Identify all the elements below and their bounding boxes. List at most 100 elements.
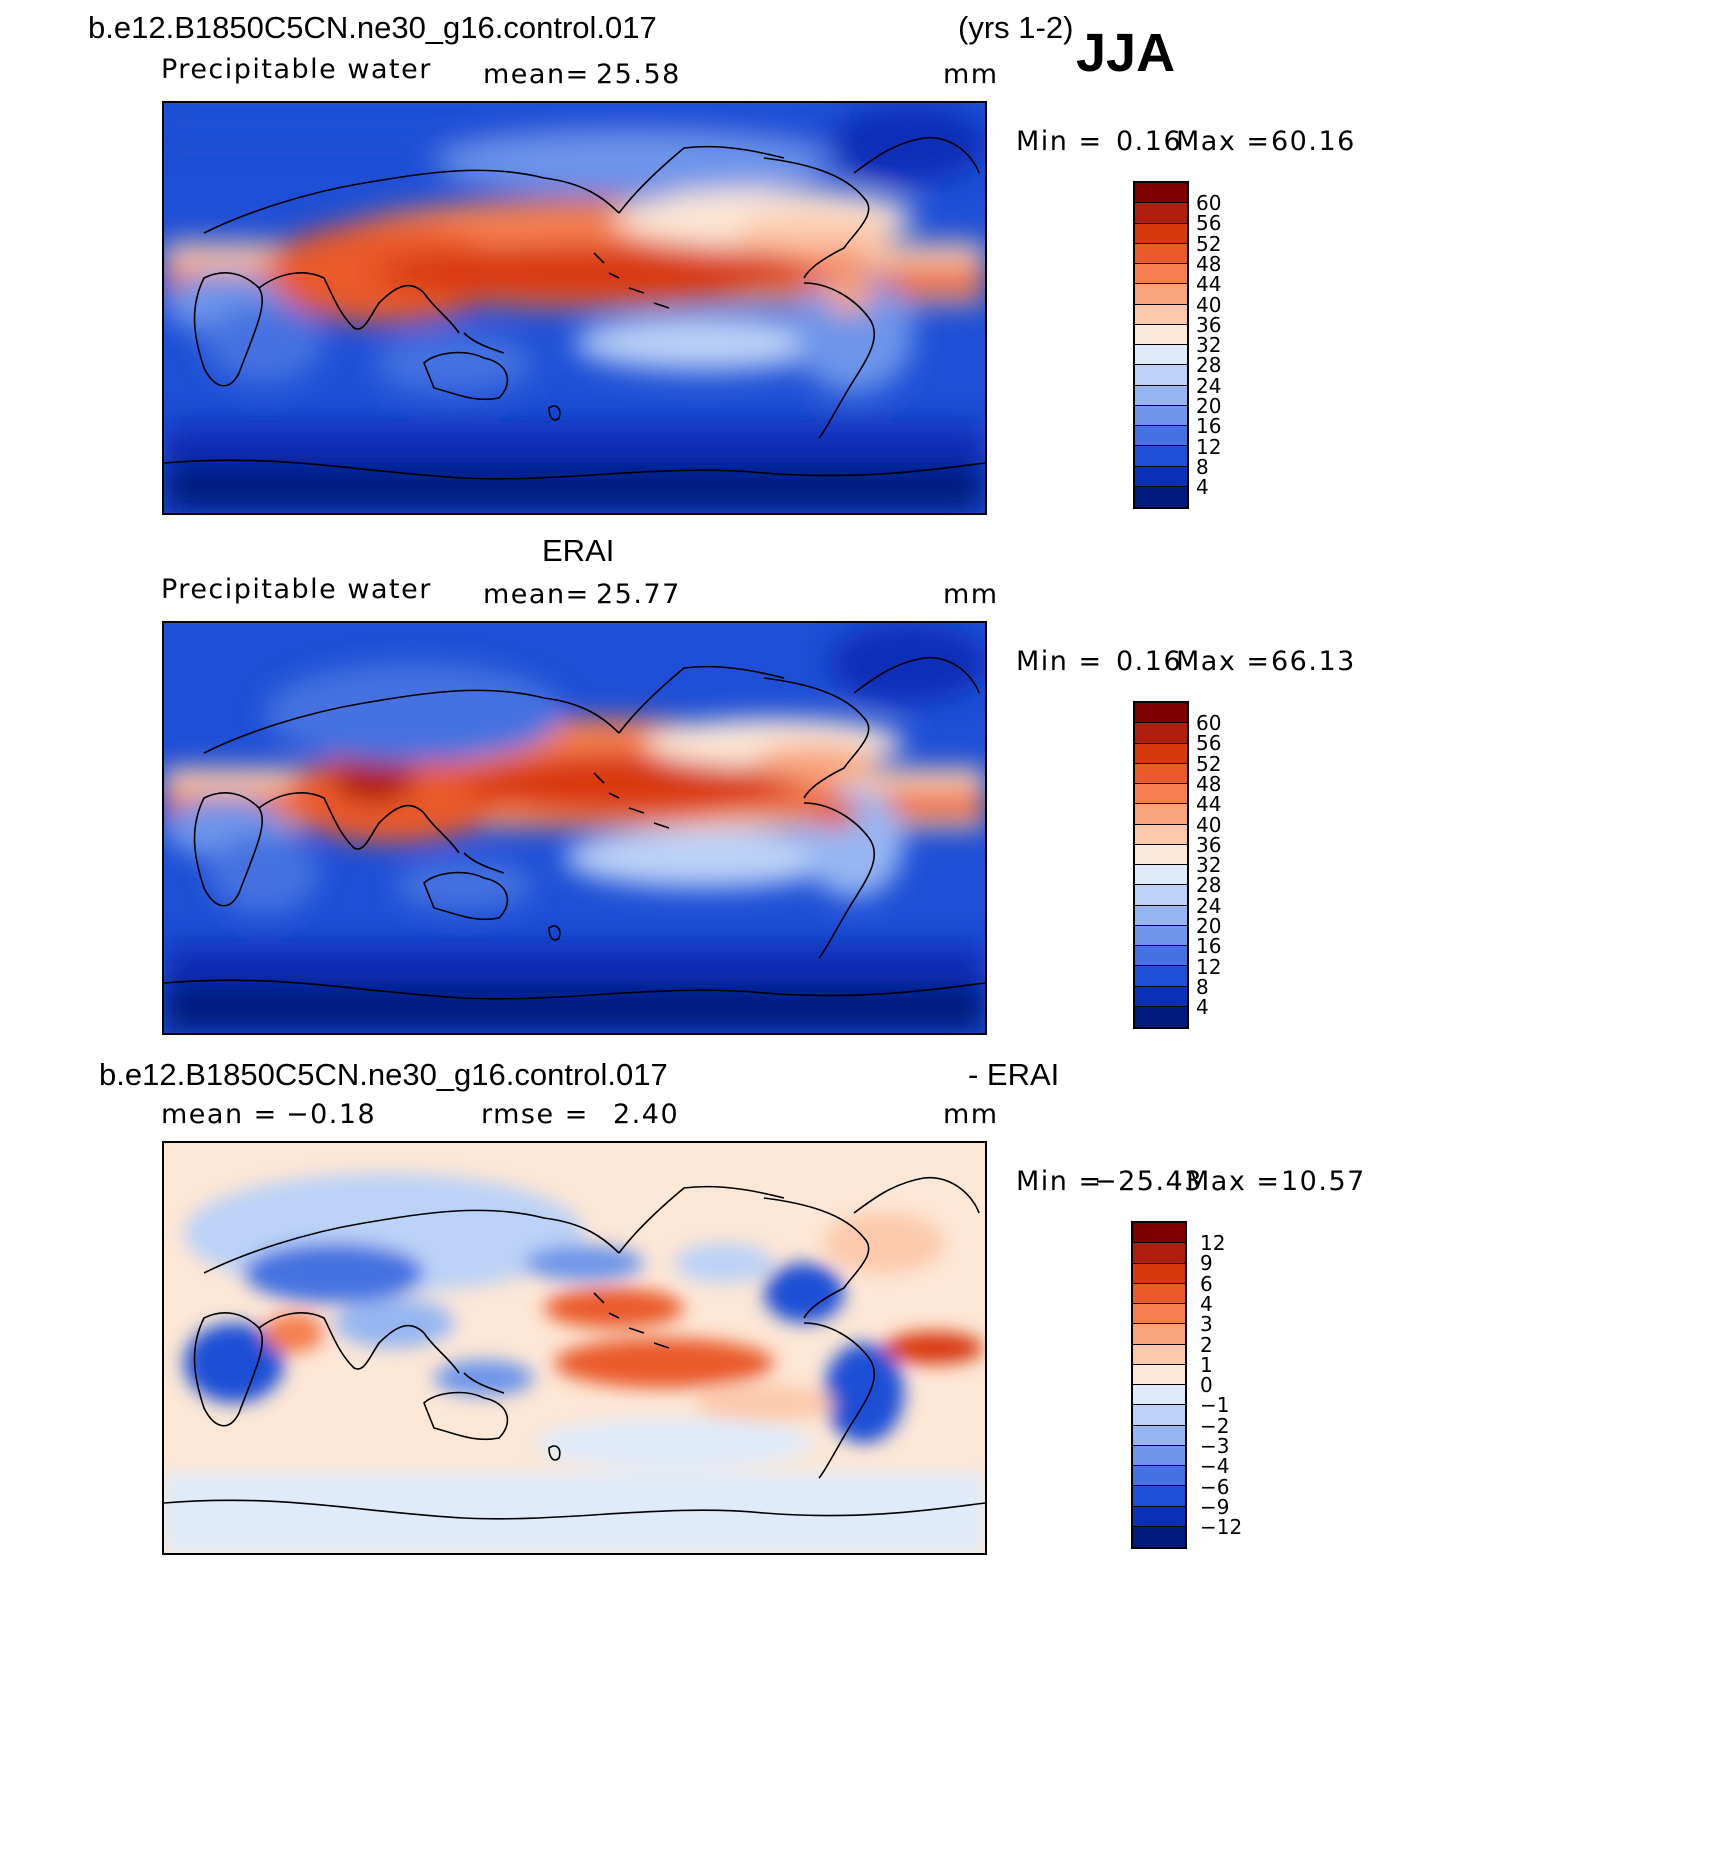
colorbar-swatch: [1133, 1283, 1185, 1304]
colorbar-swatch: [1135, 763, 1187, 784]
colorbar-swatch: [1135, 264, 1187, 285]
mean-label: mean=: [483, 59, 590, 90]
colorbar-swatch: [1135, 804, 1187, 825]
colorbar-swatch: [1135, 703, 1187, 724]
colorbar-swatch: [1133, 1304, 1185, 1325]
colorbar-tick-label: 32: [1196, 853, 1222, 878]
colorbar-tick-label: −1: [1200, 1393, 1230, 1418]
colorbar-tick-label: 3: [1200, 1312, 1213, 1337]
colorbar-tick-label: 4: [1196, 995, 1209, 1020]
mean-value: −0.18: [286, 1099, 377, 1130]
colorbar-tick-label: 12: [1196, 434, 1222, 459]
colorbar-swatch: [1135, 723, 1187, 744]
colorbar-tick-label: −4: [1200, 1454, 1230, 1479]
map-canvas: [164, 1143, 985, 1553]
colorbar-tick-label: 52: [1196, 231, 1222, 256]
colorbar-tick-label: 36: [1196, 312, 1222, 337]
max-label: Max =: [1176, 126, 1271, 157]
colorbar-swatch: [1135, 844, 1187, 865]
colorbar-swatch: [1135, 905, 1187, 926]
colorbar-tick-label: 8: [1196, 454, 1209, 479]
colorbar-tick-label: 16: [1196, 414, 1222, 439]
panel-title-right: - ERAI: [968, 1057, 1060, 1092]
mean-label: mean =: [161, 1099, 278, 1130]
min-label: Min =: [1016, 646, 1103, 677]
colorbar-swatch: [1135, 324, 1187, 345]
colorbar-tick-label: 20: [1196, 914, 1222, 938]
colorbar-swatch: [1133, 1486, 1185, 1507]
max-label: Max =: [1176, 646, 1271, 677]
colorbar-swatch: [1133, 1425, 1185, 1446]
colorbar-tick-label: 40: [1196, 812, 1222, 837]
colorbar-tick-label: −2: [1200, 1413, 1230, 1438]
coastlines: [164, 1177, 985, 1520]
colorbar-swatch: [1135, 743, 1187, 764]
mean-value: 25.58: [596, 59, 681, 90]
colorbar-tick-label: 60: [1196, 191, 1222, 215]
min-value: −25.43: [1094, 1166, 1203, 1197]
colorbar-tick-label: 56: [1196, 211, 1222, 236]
colorbar-swatch: [1135, 243, 1187, 264]
colorbar-tick-label: 6: [1200, 1271, 1213, 1296]
colorbar-tick-label: 9: [1200, 1251, 1213, 1276]
colorbar-tick-label: 24: [1196, 373, 1222, 398]
colorbar-swatch: [1135, 223, 1187, 244]
colorbar-swatch: [1133, 1344, 1185, 1365]
colorbar-swatch: [1135, 784, 1187, 805]
colorbar-swatch: [1135, 824, 1187, 845]
mean-label: mean=: [483, 579, 590, 610]
map-canvas: [164, 623, 985, 1033]
colorbar-tick-label: 56: [1196, 731, 1222, 756]
panel-title: b.e12.B1850C5CN.ne30_g16.control.017: [99, 1057, 668, 1092]
case-title: b.e12.B1850C5CN.ne30_g16.control.017: [88, 10, 657, 45]
colorbar-swatch: [1135, 385, 1187, 406]
colorbar-tick-label: 0: [1200, 1373, 1213, 1398]
colorbar-tick-label: 44: [1196, 792, 1222, 817]
colorbar-tick-label: 44: [1196, 272, 1222, 297]
colorbar-swatch: [1135, 466, 1187, 487]
precipitable-water-difference-map: [162, 1141, 987, 1555]
map-canvas: [164, 103, 985, 513]
colorbar-tick-label: 24: [1196, 893, 1222, 918]
colorbar-swatch: [1135, 446, 1187, 467]
season-label: JJA: [1076, 23, 1176, 83]
colorbar-swatch: [1135, 345, 1187, 366]
coastlines: [164, 137, 985, 480]
colorbar-swatch: [1135, 365, 1187, 386]
min-value: 0.16: [1116, 126, 1183, 157]
colorbar-tick-label: 52: [1196, 751, 1222, 776]
colorbar-tick-label: −9: [1200, 1494, 1230, 1519]
colorbar-tick-label: 20: [1196, 394, 1222, 418]
max-value: 66.13: [1271, 646, 1356, 677]
colorbar-swatch: [1133, 1223, 1185, 1244]
colorbar-swatch: [1133, 1364, 1185, 1385]
colorbar-swatch: [1135, 405, 1187, 426]
rmse-value: 2.40: [613, 1099, 680, 1130]
min-value: 0.16: [1116, 646, 1183, 677]
colorbar-tick-label: 2: [1200, 1332, 1213, 1357]
precipitable-water-map-model: [162, 101, 987, 515]
min-label: Min =: [1016, 1166, 1103, 1197]
colorbar-swatch: [1135, 966, 1187, 987]
colorbar-tick-label: 12: [1200, 1231, 1226, 1255]
colorbar-tick-label: 4: [1196, 475, 1209, 500]
colorbar-swatch: [1133, 1263, 1185, 1284]
colorbar-tick-label: −6: [1200, 1474, 1230, 1499]
colorbar-swatch: [1135, 203, 1187, 224]
precipitable-water-map-obs: [162, 621, 987, 1035]
colorbar-tick-label: 28: [1196, 353, 1222, 378]
units-label: mm: [943, 59, 999, 90]
colorbar-tick-label: −3: [1200, 1434, 1230, 1458]
colorbar-tick-label: 1: [1200, 1352, 1213, 1377]
colorbar-swatch: [1135, 885, 1187, 906]
colorbar-swatch: [1135, 426, 1187, 447]
years-label: (yrs 1-2): [958, 10, 1074, 45]
colorbar-swatch: [1133, 1324, 1185, 1345]
colorbar-tick-label: 48: [1196, 251, 1222, 276]
colorbar-swatch: [1135, 284, 1187, 305]
colorbar-swatch: [1133, 1405, 1185, 1426]
colorbar-swatch: [1135, 1006, 1187, 1027]
coastlines: [164, 657, 985, 1000]
variable-label: Precipitable water: [161, 574, 432, 605]
max-value: 60.16: [1271, 126, 1356, 157]
